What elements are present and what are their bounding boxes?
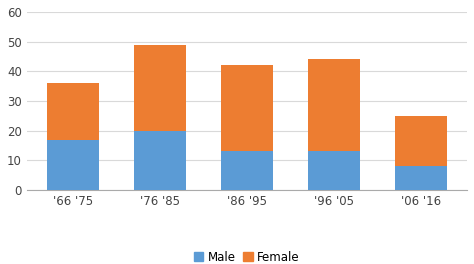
Bar <box>221 65 273 152</box>
Bar <box>308 59 360 152</box>
Bar <box>47 83 99 140</box>
Bar <box>395 116 447 166</box>
Bar <box>221 152 273 190</box>
Bar <box>47 140 99 190</box>
Bar <box>134 131 186 190</box>
Bar <box>308 152 360 190</box>
Legend: Male, Female: Male, Female <box>189 246 305 264</box>
Bar <box>395 166 447 190</box>
Bar <box>134 45 186 131</box>
